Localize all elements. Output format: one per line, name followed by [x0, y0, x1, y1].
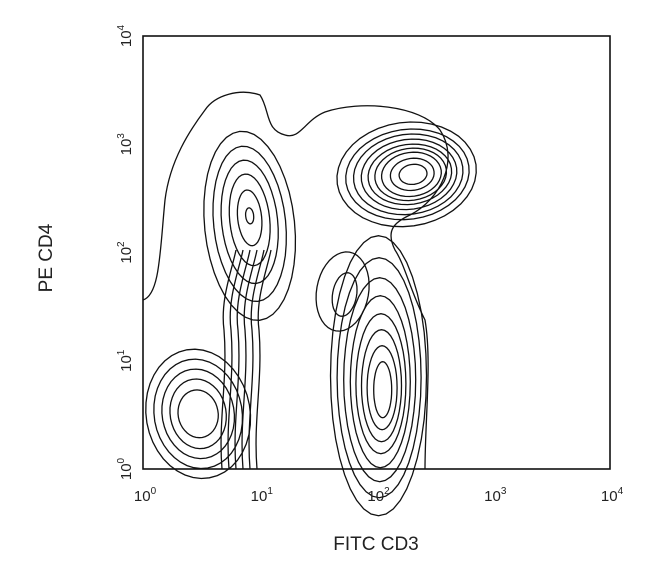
cd3-contour: [329, 235, 428, 517]
cd3-contour: [336, 257, 422, 499]
y-tick-label: 102: [116, 241, 135, 264]
cd3-contour: [355, 313, 407, 455]
cd4-contour: [220, 159, 279, 285]
cd4-cd3-contour: [336, 121, 477, 228]
cd3-contour: [366, 345, 398, 431]
column-contour: [220, 249, 237, 470]
y-tick-label: 100: [116, 457, 135, 480]
column-contour: [227, 249, 244, 470]
cd4-contour: [236, 189, 263, 247]
column-contour: [241, 249, 258, 470]
plot-frame: [142, 35, 611, 470]
cd4-cd3-contour: [345, 128, 470, 221]
y-tick-labels: 100 101 102 103 104: [116, 24, 135, 480]
cd4-contour: [228, 173, 271, 267]
column-contour: [234, 249, 251, 470]
double-negative-contour: [145, 348, 252, 480]
x-tick-labels: 100 101 102 103 104: [134, 486, 624, 505]
cd4-contour: [212, 145, 287, 303]
cd3-contour: [349, 295, 411, 469]
contour-envelope: [142, 91, 449, 470]
y-tick-label: 104: [116, 24, 135, 47]
x-tick-label: 102: [367, 486, 390, 505]
cd4-cd3-contour: [360, 138, 458, 211]
double-negative-contour: [177, 389, 219, 439]
contour-lines: [142, 91, 477, 517]
cd4-cd3-contour: [389, 157, 435, 192]
cd4-cd3-contour: [380, 151, 442, 198]
y-tick-label: 101: [116, 349, 135, 372]
central-contour: [331, 272, 358, 317]
central-contour: [315, 251, 370, 332]
x-axis-title: FITC CD3: [333, 534, 419, 555]
cd4-cd3-contour: [367, 143, 453, 206]
cd3-contour: [373, 361, 393, 419]
cd4-cd3-contour: [398, 163, 428, 186]
cd4-cd3-contour: [374, 147, 448, 202]
column-contour: [248, 249, 265, 470]
double-negative-contour: [161, 368, 236, 460]
double-negative-contour: [169, 378, 227, 450]
x-tick-label: 100: [134, 486, 157, 505]
cd3-contour: [343, 277, 417, 483]
cd4-contour: [203, 130, 297, 321]
cd4-contour: [244, 207, 255, 225]
cd4-cd3-contour: [352, 133, 464, 216]
x-tick-label: 104: [601, 486, 624, 505]
column-contour: [255, 249, 272, 470]
y-axis-title: PE CD4: [36, 223, 57, 292]
x-tick-label: 101: [251, 486, 274, 505]
y-tick-label: 103: [116, 133, 135, 156]
cd3-contour: [360, 329, 403, 443]
x-tick-label: 103: [484, 486, 507, 505]
